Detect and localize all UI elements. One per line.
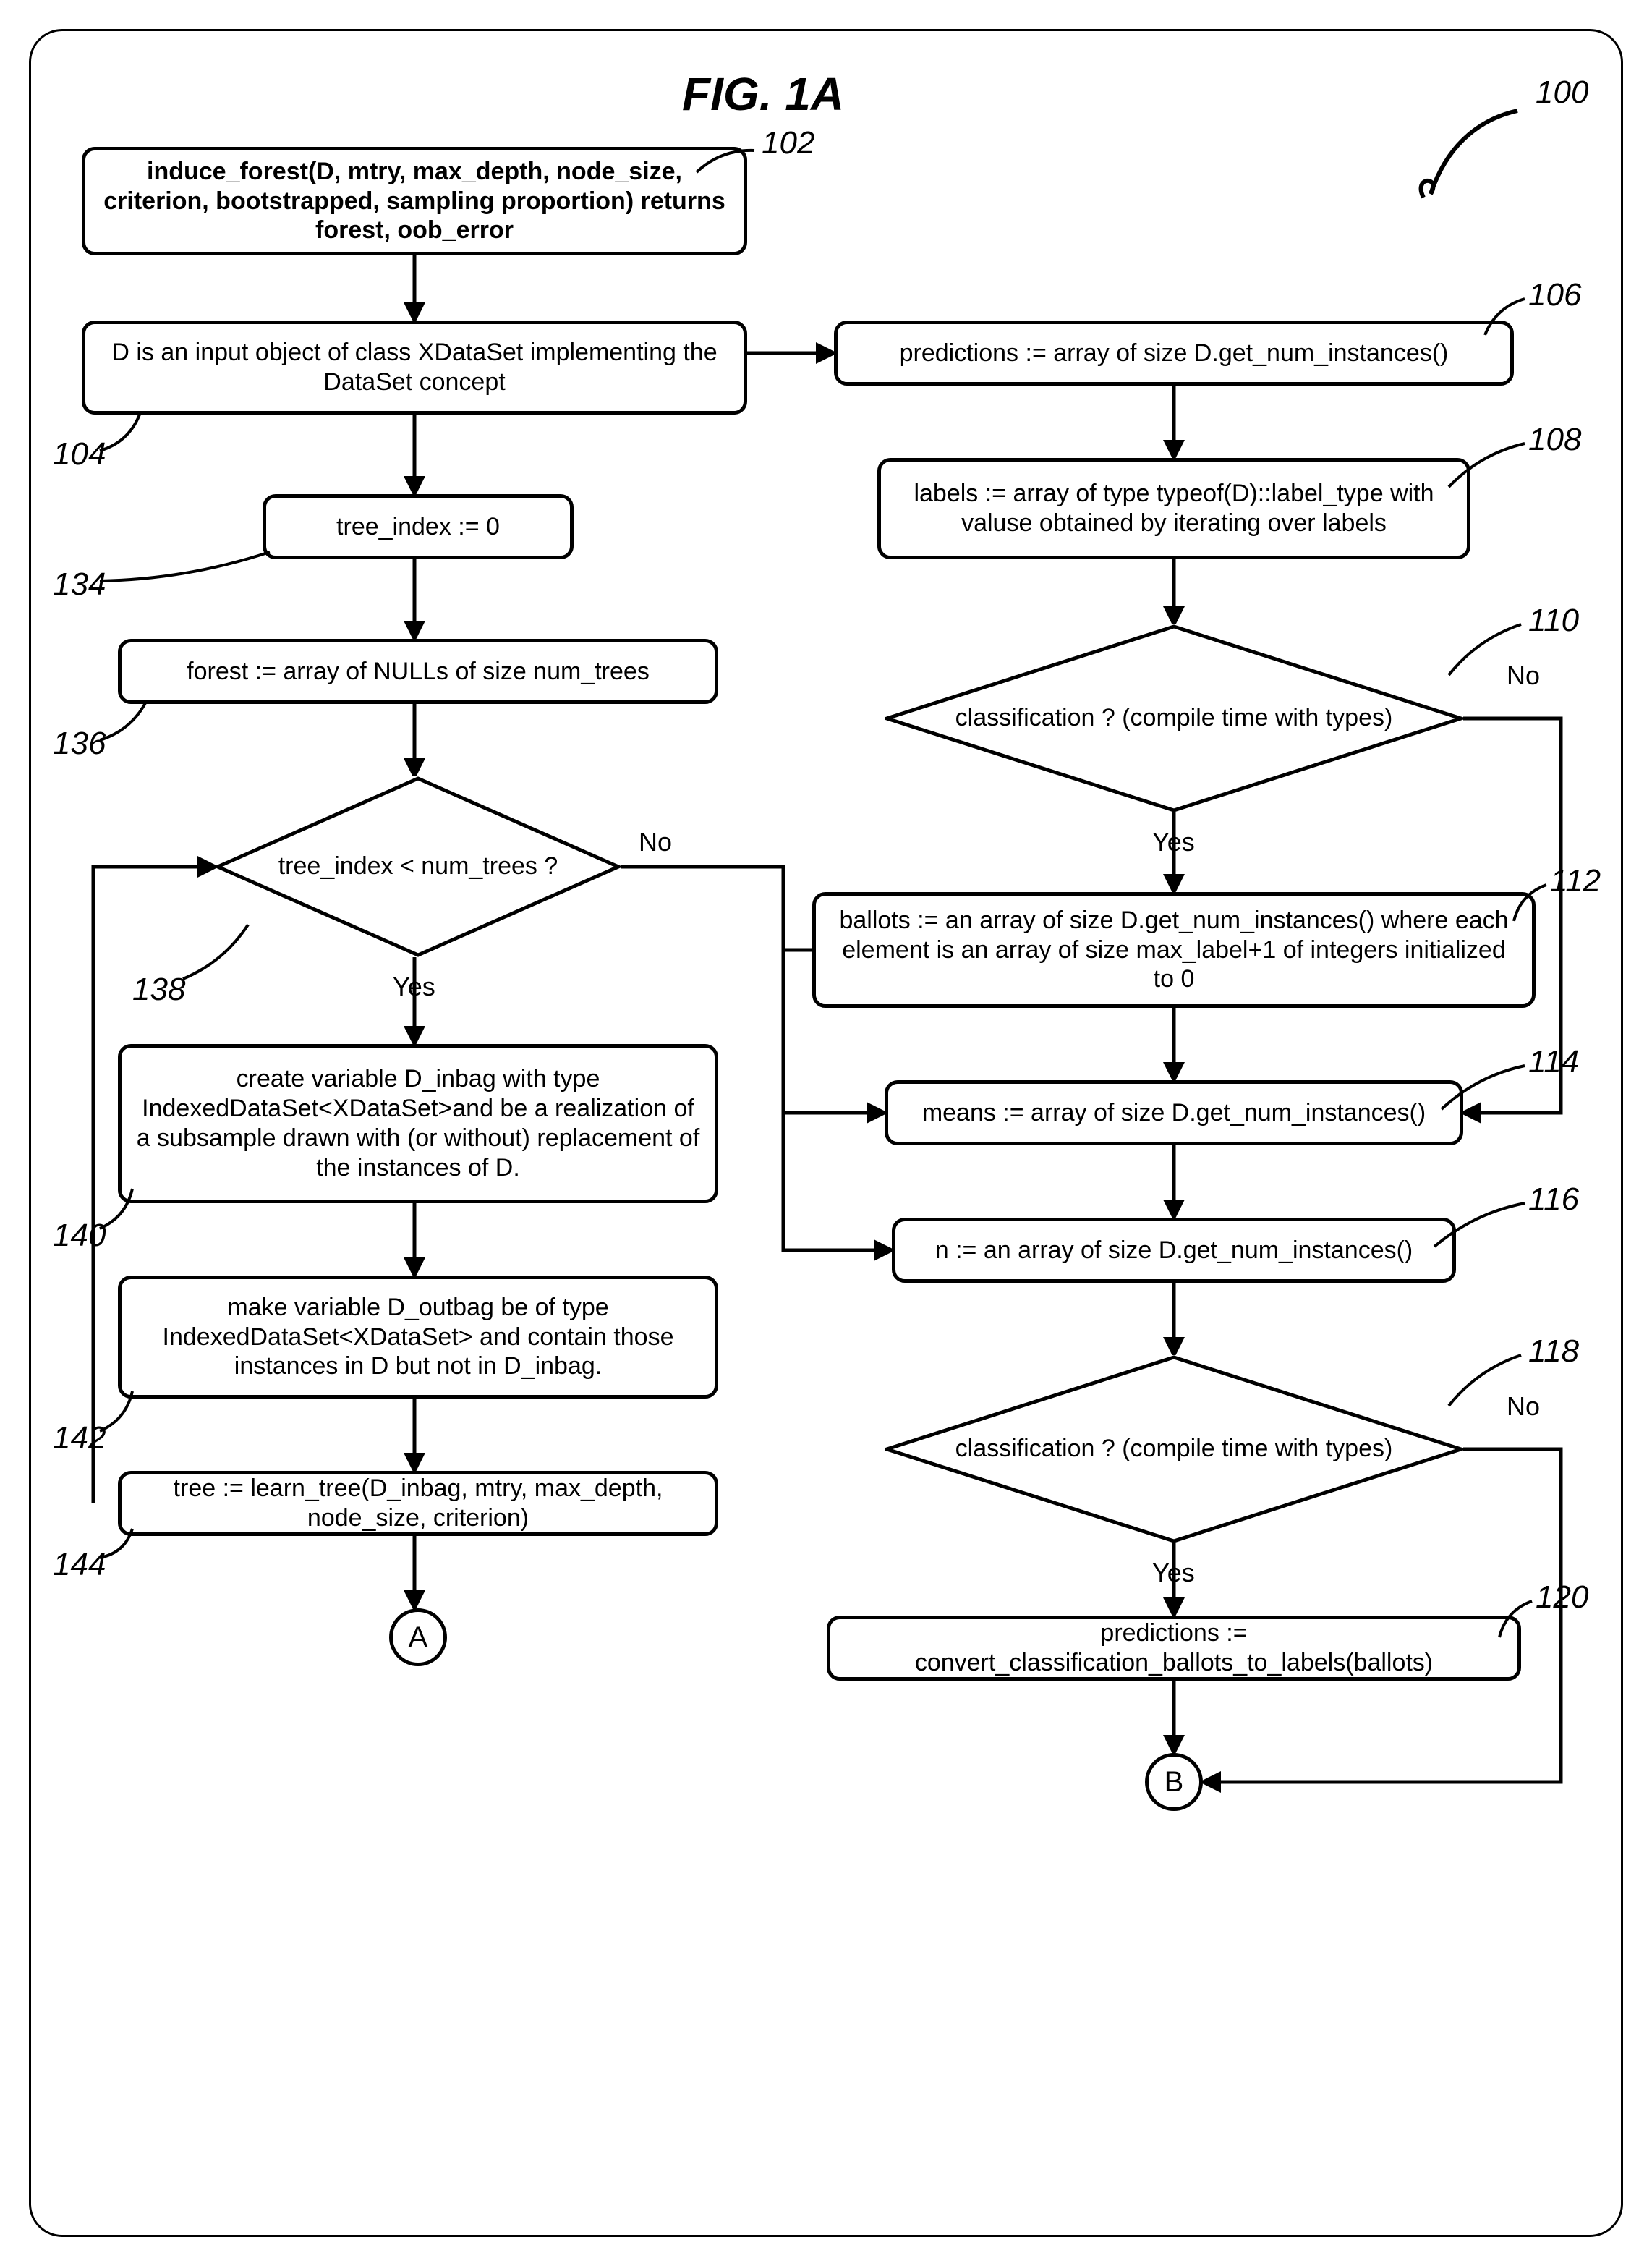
figure-canvas: FIG. 1A 100 induce_forest(D, mtry, max_d… (29, 29, 1623, 2237)
leader-lines (31, 31, 1625, 2239)
